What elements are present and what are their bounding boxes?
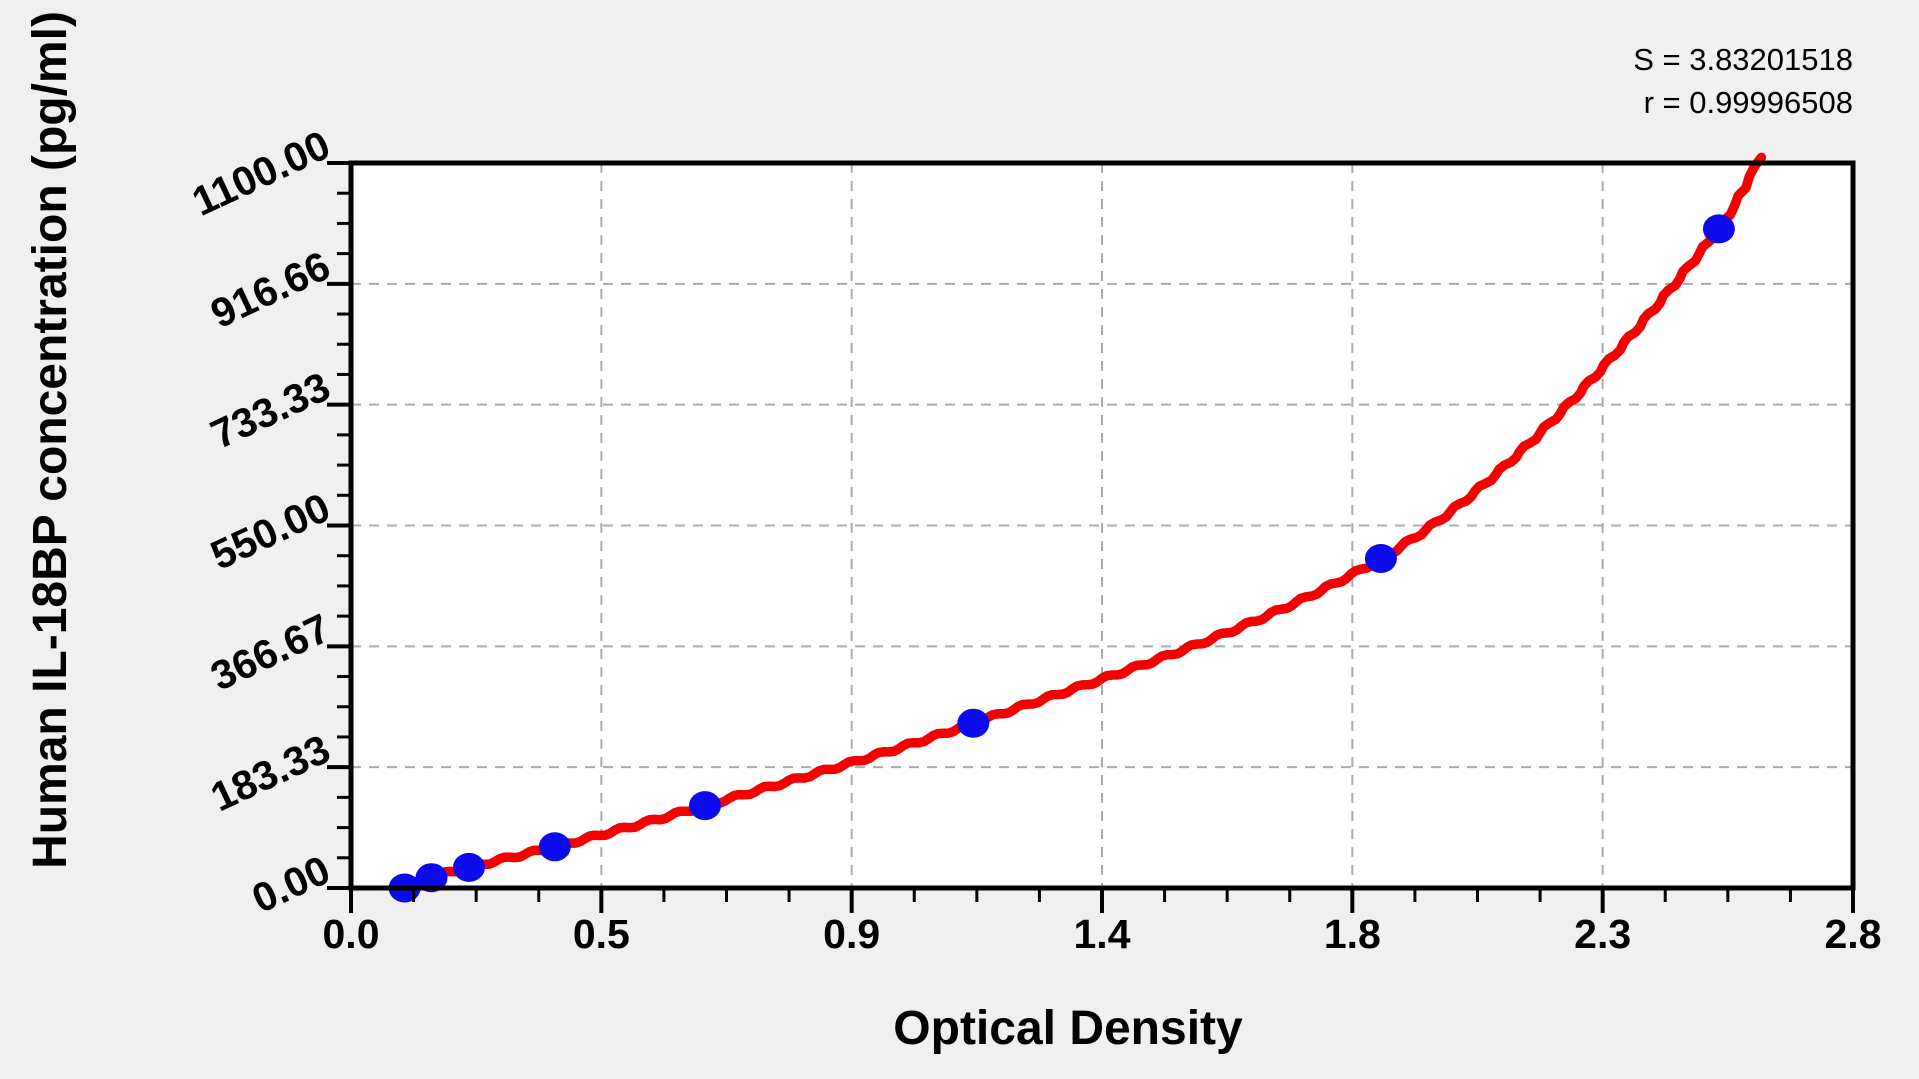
x-tick-label: 0.9 (823, 911, 880, 957)
x-tick-label: 0.5 (573, 911, 630, 957)
x-axis-title: Optical Density (893, 1002, 1243, 1055)
data-point (415, 863, 448, 893)
data-point (1702, 214, 1735, 244)
curve-layer (391, 152, 1767, 897)
data-point (453, 852, 485, 882)
y-tick-label: 916.66 (204, 242, 337, 337)
data-point (538, 832, 571, 862)
points-layer (388, 214, 1735, 903)
x-tick-label: 2.3 (1574, 911, 1631, 957)
fitted-curve-line (391, 152, 1767, 897)
y-tick-label: 550.00 (204, 484, 337, 579)
x-tick-label: 1.4 (1074, 911, 1131, 957)
y-axis-title: Human IL-18BP concentration (pg/ml) (24, 11, 77, 869)
data-point (957, 708, 990, 738)
data-point (1364, 544, 1397, 573)
plot-border (348, 160, 1856, 891)
x-tick-label: 0.0 (323, 911, 380, 957)
y-tick-label: 183.33 (204, 726, 337, 821)
y-tick-label: 733.33 (204, 363, 337, 458)
stat-s-value: S = 3.83201518 (1633, 42, 1853, 77)
data-point (689, 791, 721, 821)
y-tick-label: 1100.00 (185, 121, 337, 224)
y-tick-label: 366.67 (204, 605, 337, 700)
grid-layer (351, 163, 1853, 888)
x-tick-label: 1.8 (1324, 911, 1381, 957)
stat-r-value: r = 0.99996508 (1644, 85, 1853, 120)
x-tick-label: 2.8 (1825, 911, 1882, 957)
